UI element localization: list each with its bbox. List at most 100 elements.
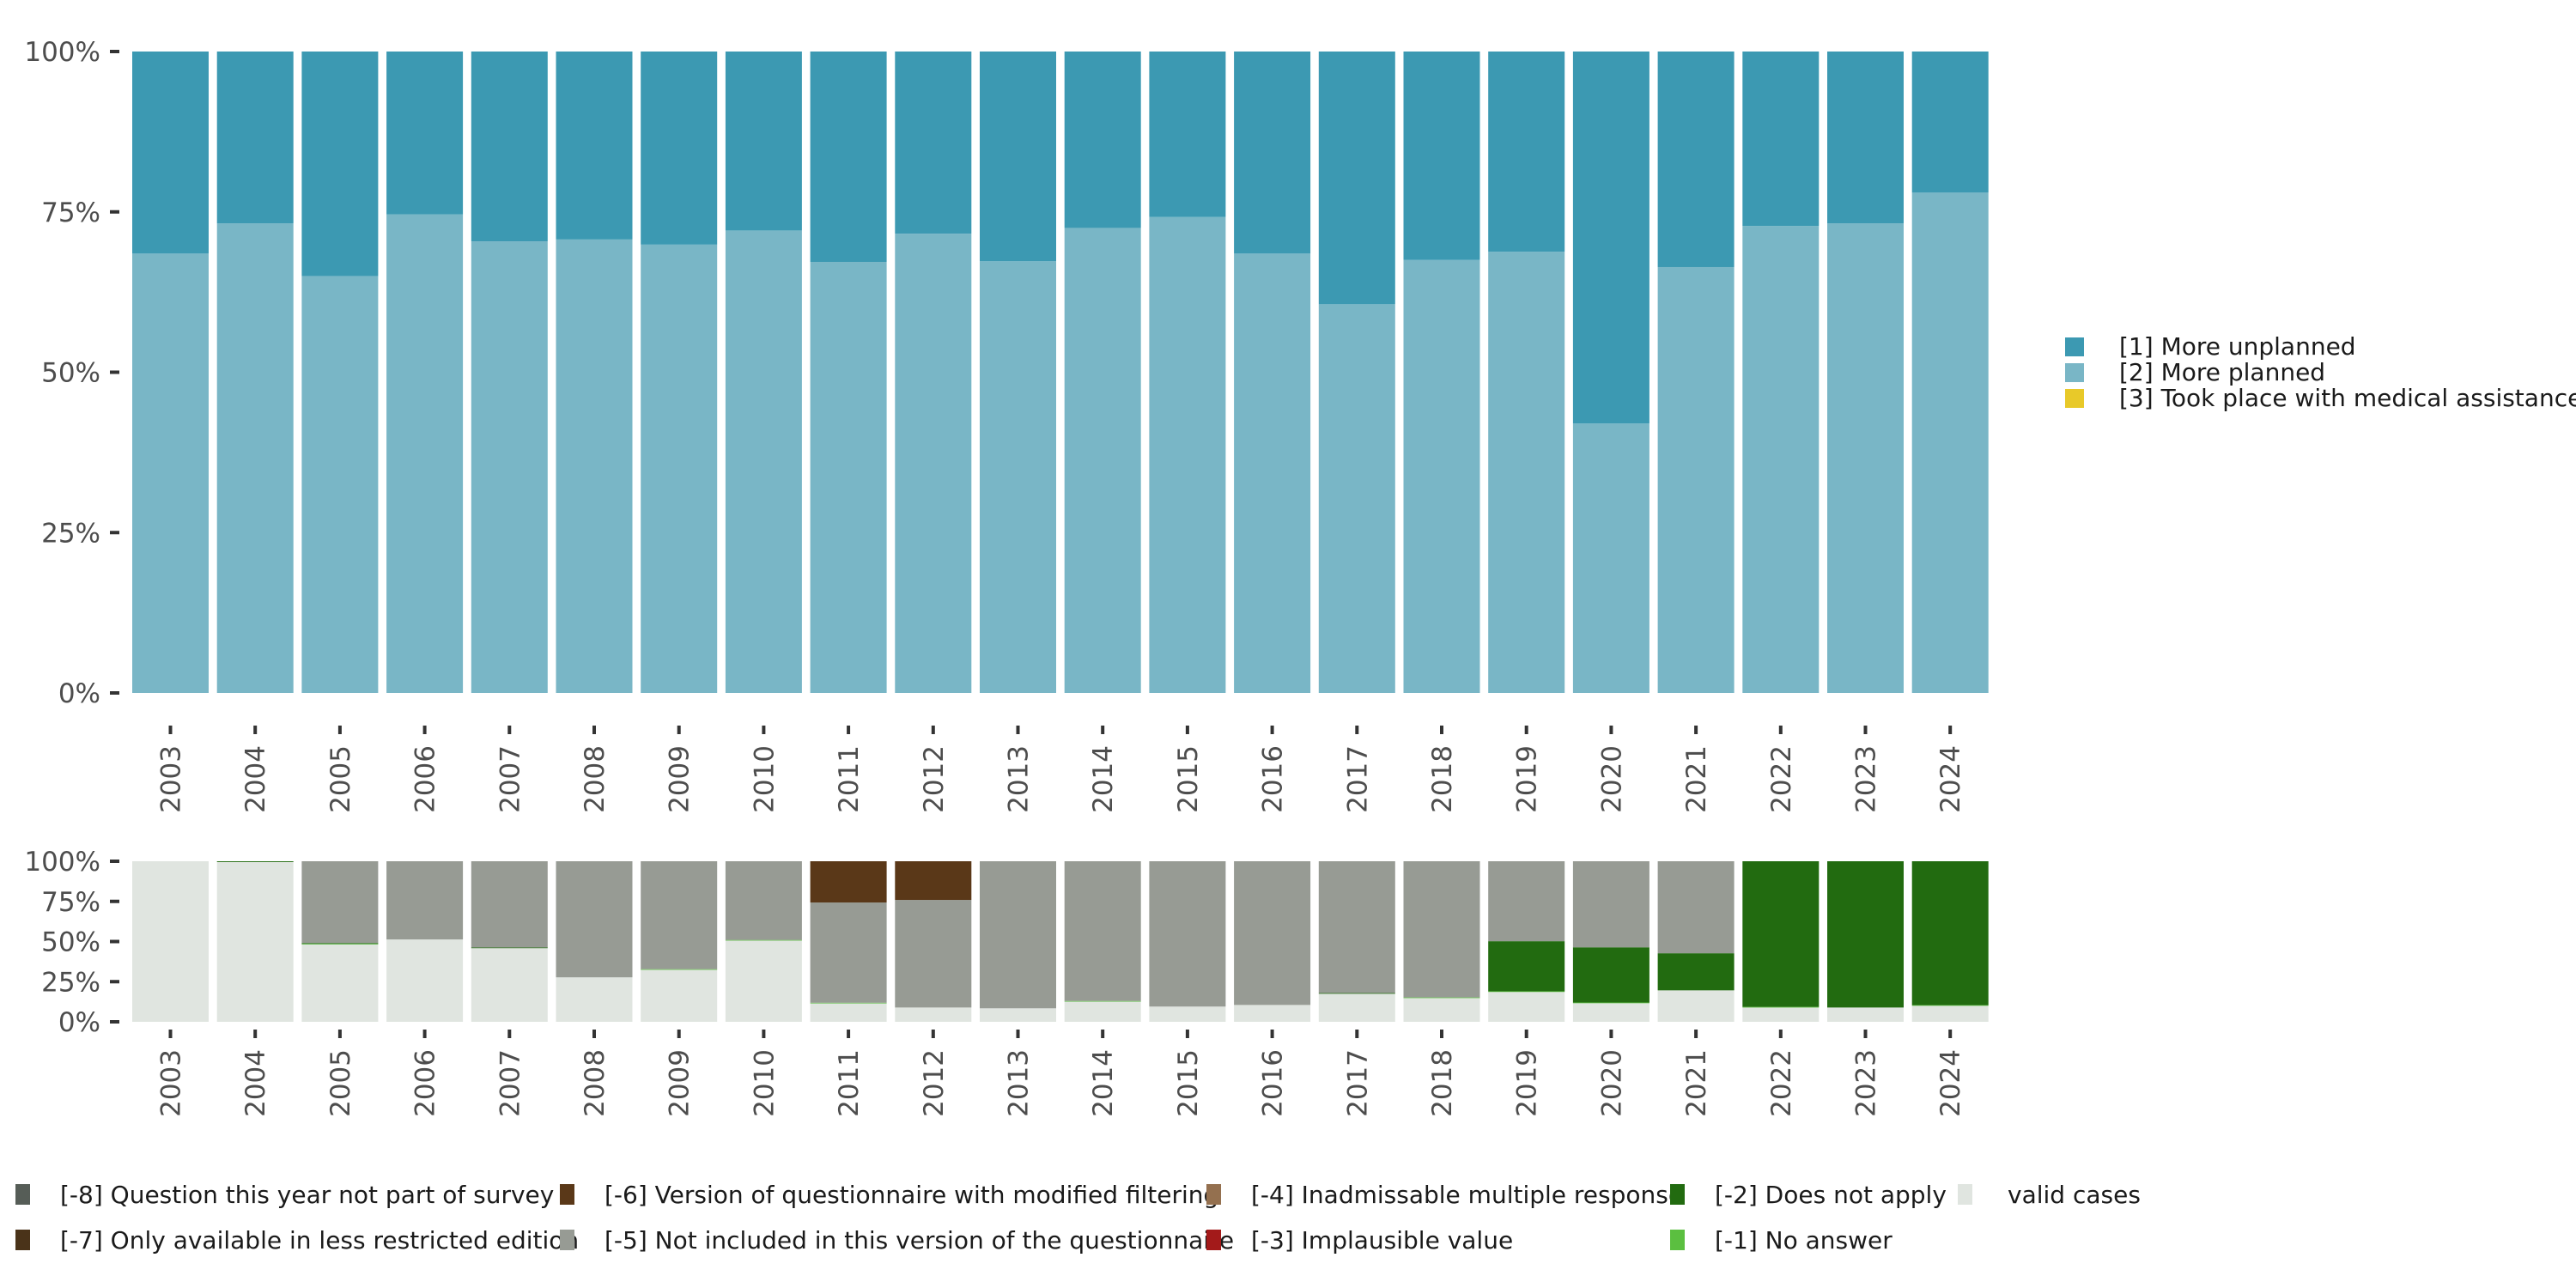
main-bar-2019-2-more-planned — [1488, 252, 1565, 693]
legend-label: [1] More unplanned — [2119, 332, 2356, 361]
miss-y-tick-label: 25% — [41, 967, 100, 998]
miss-bar-2012-5-not-included-in-this-version-of-the-questionnaire — [895, 900, 972, 1008]
main-bar-2017-2-more-planned — [1318, 304, 1395, 693]
legend-swatch-3-implausible-value — [1206, 1230, 1221, 1250]
miss-bar-2011-1-no-answer — [810, 1002, 887, 1004]
main-y-tick-label: 25% — [41, 518, 100, 549]
main-y-tick-label: 100% — [24, 37, 100, 68]
main-x-tick-label: 2010 — [749, 745, 780, 813]
main-x-tick-label: 2020 — [1596, 745, 1627, 813]
miss-bar-2015-valid-cases — [1149, 1006, 1226, 1022]
miss-bar-2018-1-no-answer — [1403, 997, 1480, 999]
main-x-tick-label: 2003 — [156, 745, 187, 813]
miss-y-tick-label: 100% — [24, 847, 100, 878]
miss-bar-2023-valid-cases — [1827, 1007, 1904, 1022]
miss-bar-2005-5-not-included-in-this-version-of-the-questionnaire — [301, 861, 379, 944]
miss-bar-2010-valid-cases — [725, 940, 802, 1022]
miss-x-tick-label: 2022 — [1766, 1049, 1797, 1117]
miss-bar-2009-valid-cases — [641, 969, 718, 1022]
miss-bar-2014-valid-cases — [1064, 1001, 1141, 1022]
main-x-tick-label: 2011 — [834, 745, 865, 813]
miss-x-tick-label: 2013 — [1004, 1049, 1035, 1117]
miss-bar-2003-valid-cases — [132, 861, 209, 1022]
main-bar-2014-1-more-unplanned — [1064, 52, 1141, 228]
miss-bar-2016-valid-cases — [1234, 1005, 1311, 1022]
miss-bar-2024-valid-cases — [1911, 1005, 1989, 1022]
legend-label: [-8] Question this year not part of surv… — [60, 1181, 554, 1209]
missing-chart-legend: [-8] Question this year not part of surv… — [15, 1181, 2141, 1255]
main-bar-2023-1-more-unplanned — [1827, 52, 1904, 224]
miss-x-tick-label: 2016 — [1258, 1049, 1289, 1117]
main-x-tick-label: 2013 — [1004, 745, 1035, 813]
main-bar-2004-1-more-unplanned — [216, 52, 294, 224]
miss-bar-2007-5-not-included-in-this-version-of-the-questionnaire — [471, 861, 548, 948]
main-x-tick-label: 2016 — [1258, 745, 1289, 813]
main-x-tick-label: 2004 — [240, 745, 271, 813]
miss-bar-2022-1-no-answer — [1742, 1006, 1820, 1008]
main-bar-2014-2-more-planned — [1064, 228, 1141, 693]
legend-swatch-4-inadmissable-multiple-response — [1206, 1184, 1221, 1205]
miss-bar-2009-1-no-answer — [641, 969, 718, 970]
main-x-tick-label: 2015 — [1173, 745, 1204, 813]
legend-label: [3] Took place with medical assistance — [2119, 384, 2576, 412]
main-bar-2022-2-more-planned — [1742, 226, 1820, 693]
miss-bar-2011-valid-cases — [810, 1003, 887, 1022]
miss-bar-2004-valid-cases — [216, 861, 294, 1022]
main-y-tick-label: 50% — [41, 358, 100, 389]
main-x-tick-label: 2005 — [325, 745, 356, 813]
miss-bar-2020-5-not-included-in-this-version-of-the-questionnaire — [1572, 861, 1649, 948]
miss-x-tick-label: 2019 — [1512, 1049, 1543, 1117]
miss-bar-2014-1-no-answer — [1064, 1000, 1141, 1002]
legend-label: [-1] No answer — [1715, 1226, 1893, 1255]
miss-bar-2005-1-no-answer — [301, 944, 379, 945]
main-bar-2016-1-more-unplanned — [1234, 52, 1311, 254]
main-bar-2004-2-more-planned — [216, 223, 294, 693]
legend-label: [-3] Implausible value — [1251, 1226, 1513, 1255]
miss-bar-2012-valid-cases — [895, 1007, 972, 1022]
miss-bar-2017-2-does-not-apply — [1318, 993, 1395, 994]
main-bar-2021-2-more-planned — [1657, 266, 1735, 693]
miss-bar-2009-5-not-included-in-this-version-of-the-questionnaire — [641, 861, 718, 969]
main-x-tick-label: 2012 — [919, 745, 950, 813]
miss-x-tick-label: 2014 — [1088, 1049, 1119, 1117]
miss-y-tick-label: 50% — [41, 927, 100, 958]
miss-x-tick-label: 2024 — [1935, 1049, 1966, 1117]
legend-swatch-2-does-not-apply — [1670, 1184, 1685, 1205]
main-x-tick-label: 2017 — [1342, 745, 1373, 813]
main-x-tick-label: 2007 — [495, 745, 526, 813]
main-bar-2010-1-more-unplanned — [725, 52, 802, 231]
miss-x-tick-label: 2010 — [749, 1049, 780, 1117]
main-x-tick-label: 2014 — [1088, 745, 1119, 813]
main-bar-2009-1-more-unplanned — [641, 52, 718, 245]
main-bar-2007-1-more-unplanned — [471, 52, 548, 242]
miss-bar-2018-valid-cases — [1403, 998, 1480, 1022]
main-bar-2018-1-more-unplanned — [1403, 52, 1480, 260]
legend-swatch-valid-cases — [1958, 1184, 1972, 1205]
miss-bar-2012-6-version-of-questionnaire-with-modified-filtering — [895, 861, 972, 901]
main-bar-2005-2-more-planned — [301, 276, 379, 693]
miss-bar-2020-valid-cases — [1572, 1003, 1649, 1022]
miss-bar-2010-5-not-included-in-this-version-of-the-questionnaire — [725, 861, 802, 940]
main-bar-2021-1-more-unplanned — [1657, 52, 1735, 267]
miss-bar-2010-1-no-answer — [725, 939, 802, 941]
main-chart-x-axis: 2003 2004 2005 2006 2007 2008 2009 2010 2011 2012… — [156, 726, 1966, 813]
main-bar-2008-2-more-planned — [556, 239, 633, 693]
legend-label: [-7] Only available in less restricted e… — [60, 1226, 579, 1255]
miss-bar-2019-2-does-not-apply — [1488, 941, 1565, 992]
missing-chart-x-axis: 2003 2004 2005 2006 2007 2008 2009 2010 2011 2012… — [156, 1030, 1966, 1117]
main-bar-2022-1-more-unplanned — [1742, 52, 1820, 227]
miss-bar-2020-2-does-not-apply — [1572, 947, 1649, 1003]
missing-chart-bars — [132, 861, 1989, 1023]
miss-bar-2014-5-not-included-in-this-version-of-the-questionnaire — [1064, 861, 1141, 1001]
missing-chart-y-axis: 0% 25% 50% 75% 100% — [24, 847, 119, 1038]
miss-x-tick-label: 2011 — [834, 1049, 865, 1117]
main-bar-2006-1-more-unplanned — [386, 52, 464, 215]
main-x-tick-label: 2018 — [1427, 745, 1458, 813]
main-chart-bars — [132, 52, 1989, 694]
legend-swatch-7-only-available-in-less-restricted-edition — [15, 1230, 30, 1250]
miss-bar-2013-5-not-included-in-this-version-of-the-questionnaire — [980, 861, 1056, 1009]
main-bar-2017-1-more-unplanned — [1318, 52, 1395, 305]
miss-x-tick-label: 2008 — [580, 1049, 611, 1117]
main-bar-2015-1-more-unplanned — [1149, 52, 1226, 217]
